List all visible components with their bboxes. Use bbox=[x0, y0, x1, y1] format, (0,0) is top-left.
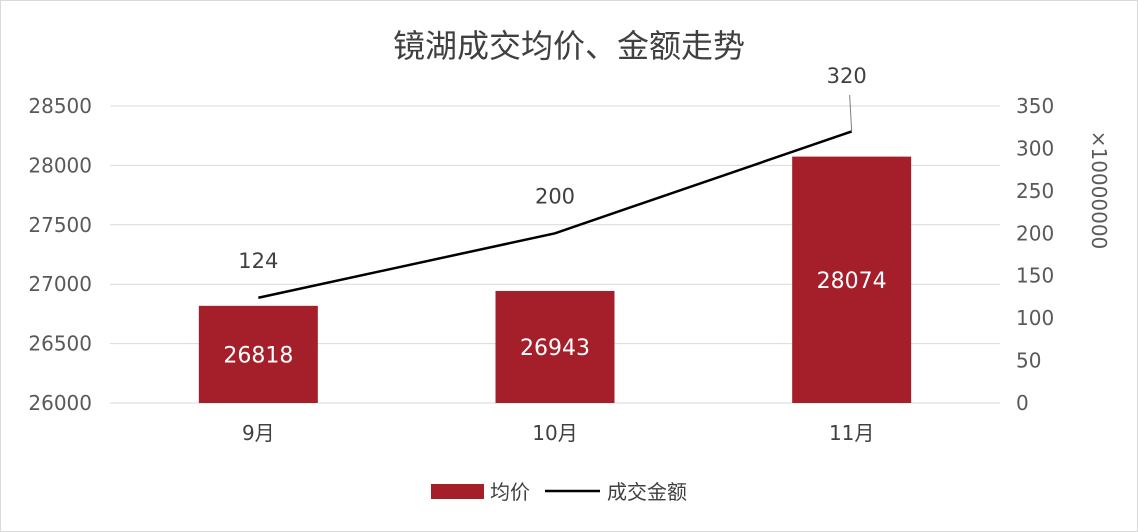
right-tick-label: 50 bbox=[1016, 349, 1041, 373]
bar bbox=[792, 156, 912, 403]
legend: 均价 成交金额 bbox=[431, 480, 687, 504]
left-tick-label: 27500 bbox=[28, 213, 92, 237]
right-tick-label: 0 bbox=[1016, 391, 1029, 415]
bar bbox=[198, 305, 318, 403]
left-tick-label: 26000 bbox=[28, 391, 92, 415]
left-tick-label: 26500 bbox=[28, 332, 92, 356]
bar-series: 26818 26943 28074 bbox=[198, 156, 912, 403]
legend-swatch-bar bbox=[431, 484, 484, 499]
right-tick-label: 150 bbox=[1016, 264, 1054, 288]
left-tick-label: 27000 bbox=[28, 272, 92, 296]
line-path bbox=[258, 130, 853, 299]
legend-label-line: 成交金额 bbox=[607, 480, 687, 504]
left-tick-label: 28500 bbox=[28, 94, 92, 118]
bar-data-label: 26818 bbox=[223, 343, 293, 368]
line-data-label: 124 bbox=[238, 249, 278, 273]
right-axis: 0 50 100 150 200 250 300 350 bbox=[1016, 94, 1054, 415]
bar-data-label: 26943 bbox=[520, 336, 590, 361]
category-label: 9月 bbox=[242, 421, 275, 445]
left-axis: 26000 26500 27000 27500 28000 28500 bbox=[28, 94, 92, 415]
line-data-label: 320 bbox=[827, 64, 867, 88]
bar bbox=[495, 290, 615, 403]
category-axis: 9月 10月 11月 bbox=[242, 421, 874, 445]
right-axis-multiplier: ×10000000 bbox=[1087, 131, 1111, 250]
right-tick-label: 300 bbox=[1016, 136, 1054, 160]
bar-data-label: 28074 bbox=[817, 269, 887, 294]
right-tick-label: 250 bbox=[1016, 179, 1054, 203]
category-label: 11月 bbox=[829, 421, 874, 445]
left-tick-label: 28000 bbox=[28, 153, 92, 177]
category-label: 10月 bbox=[532, 421, 577, 445]
legend-label-bar: 均价 bbox=[490, 480, 530, 504]
right-tick-label: 200 bbox=[1016, 221, 1054, 245]
right-tick-label: 350 bbox=[1016, 94, 1054, 118]
line-series: 124 200 320 bbox=[238, 64, 867, 299]
right-tick-label: 100 bbox=[1016, 306, 1054, 330]
chart-title: 镜湖成交均价、金额走势 bbox=[393, 27, 745, 65]
leader-line bbox=[849, 94, 853, 132]
line-data-label: 200 bbox=[535, 184, 575, 208]
